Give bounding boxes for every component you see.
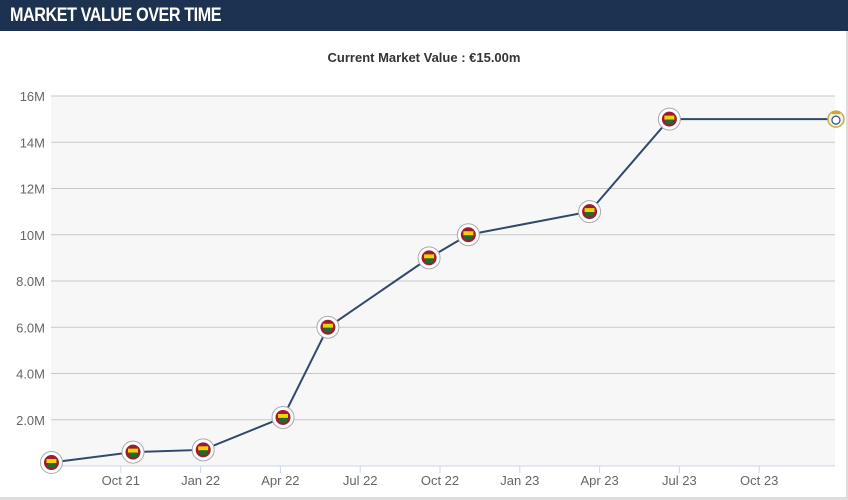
fenerbahce-crest-marker: [417, 246, 441, 270]
fenerbahce-crest-marker: [271, 405, 295, 429]
fenerbahce-crest-marker: [121, 440, 145, 464]
fenerbahce-crest-marker: [316, 315, 340, 339]
x-tick-label: Oct 23: [740, 473, 778, 488]
x-tick-label: Jul 23: [662, 473, 697, 488]
fenerbahce-crest-marker: [191, 438, 215, 462]
real-madrid-crest-marker: [827, 110, 845, 128]
y-tick-label: 12M: [20, 182, 45, 197]
x-tick-label: Jan 23: [500, 473, 539, 488]
fenerbahce-crest-marker: [39, 451, 63, 475]
y-tick-label: 14M: [20, 135, 45, 150]
y-tick-label: 10M: [20, 228, 45, 243]
x-tick-label: Oct 22: [421, 473, 459, 488]
series-line: [51, 118, 836, 464]
section-header: MARKET VALUE OVER TIME: [0, 0, 848, 31]
y-tick-label: 8.0M: [16, 274, 45, 289]
y-tick-label: 4.0M: [16, 367, 45, 382]
x-tick-label: Apr 23: [580, 473, 618, 488]
x-tick-label: Jul 22: [343, 473, 378, 488]
fenerbahce-crest-marker: [456, 223, 480, 247]
x-tick-label: Jan 22: [181, 473, 220, 488]
chart-title: Current Market Value : €15.00m: [327, 50, 521, 65]
x-tick-label: Apr 22: [261, 473, 299, 488]
section-title: MARKET VALUE OVER TIME: [10, 5, 222, 26]
fenerbahce-crest-marker: [578, 200, 602, 224]
y-tick-label: 2.0M: [16, 413, 45, 428]
y-tick-label: 16M: [20, 89, 45, 104]
x-tick-label: Oct 21: [102, 473, 140, 488]
chart-frame: [0, 31, 848, 500]
fenerbahce-crest-marker: [657, 107, 681, 131]
y-tick-label: 6.0M: [16, 320, 45, 335]
